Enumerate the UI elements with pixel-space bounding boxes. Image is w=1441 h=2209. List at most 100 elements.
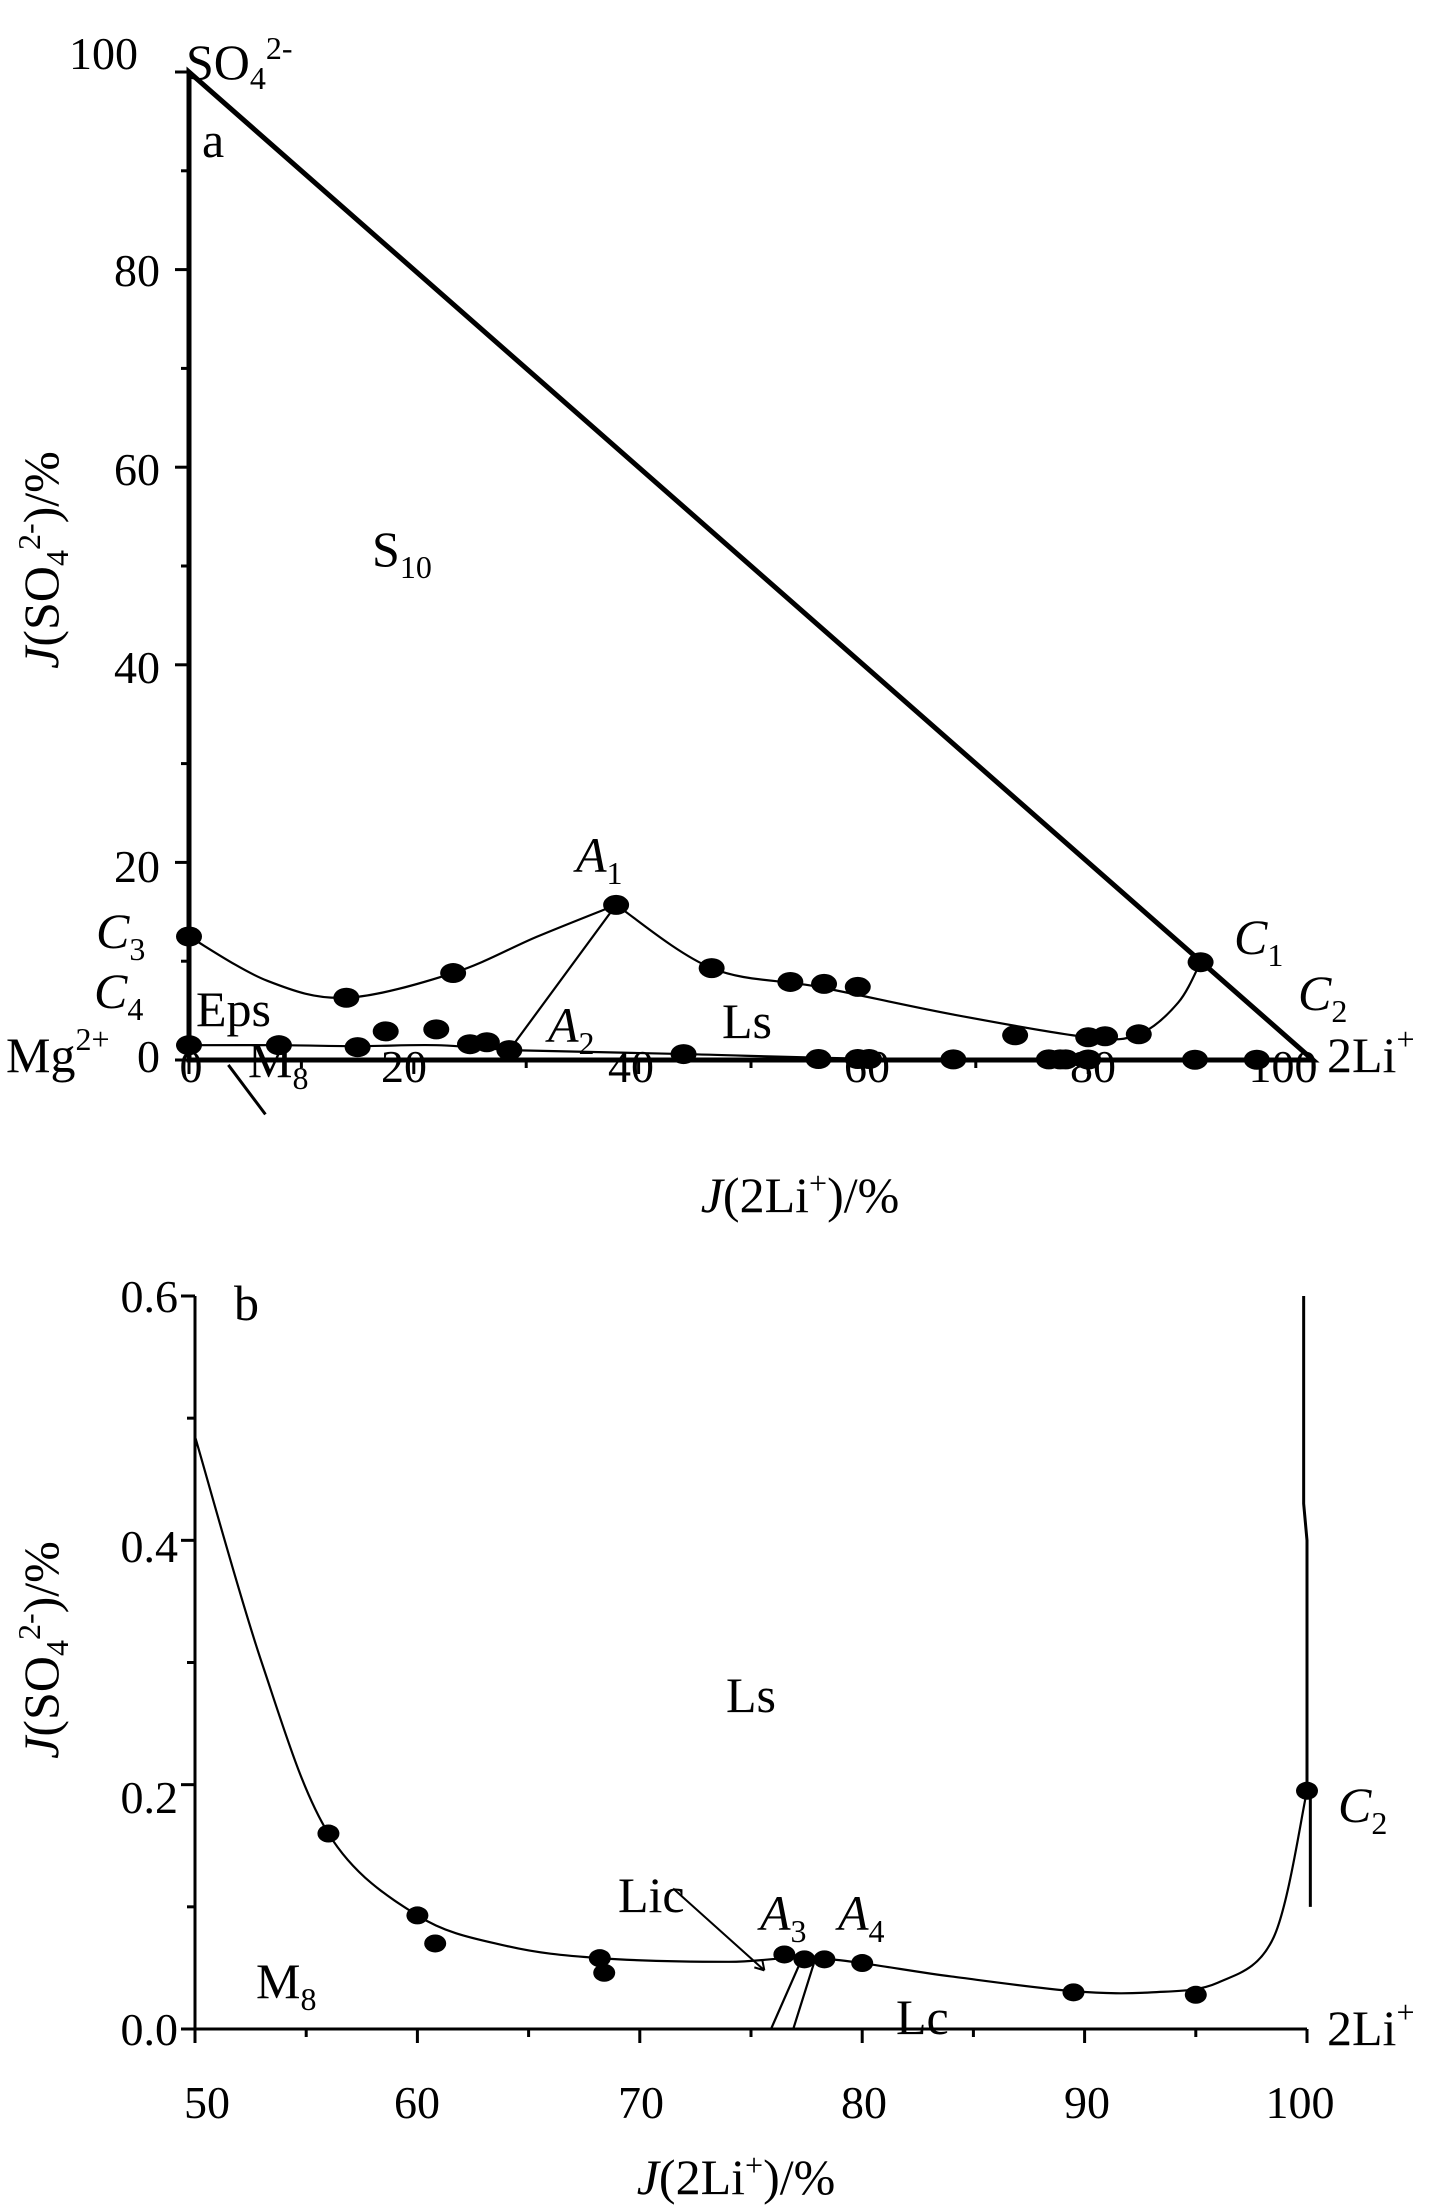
data-point	[344, 1037, 371, 1058]
data-point	[265, 1035, 292, 1056]
b-xtick-90: 90	[1064, 2077, 1110, 2128]
data-point	[1092, 1026, 1119, 1047]
data-point	[333, 987, 360, 1008]
data-point	[1187, 952, 1214, 973]
a-ytick-20: 20	[114, 841, 160, 892]
a-ytick-40: 40	[114, 642, 160, 693]
a3-a4-boundary-lines	[770, 1957, 817, 2030]
region-m8-b: M8	[256, 1953, 316, 2017]
b-ytick-0.6: 0.6	[121, 1271, 179, 1322]
region-ls: Ls	[722, 993, 772, 1049]
region-lic: Lic	[618, 1867, 685, 1923]
data-point	[406, 1906, 429, 1925]
a-ytick-100: 100	[69, 28, 138, 79]
data-point	[811, 973, 838, 994]
c1-c2-boundary-line	[1199, 961, 1314, 1061]
b-xtick-60: 60	[394, 2077, 440, 2128]
data-point	[423, 1019, 450, 1040]
lic-arrow	[672, 1887, 766, 1972]
panel-b-ticks	[181, 1294, 1309, 2043]
a-xtick-80: 80	[1070, 1041, 1116, 1092]
label-c3: C3	[96, 903, 145, 967]
region-m8-a: M8	[248, 1032, 308, 1096]
data-point	[1296, 1781, 1318, 1800]
panel-b-right-boundary	[1302, 1296, 1312, 1907]
b-ytick-0.2: 0.2	[121, 1772, 179, 1823]
corner-2li: 2Li+	[1327, 1021, 1414, 1083]
data-point	[473, 1032, 500, 1053]
data-point	[440, 963, 467, 984]
data-point	[603, 894, 630, 915]
a-x-axis-title: J(2Li+)/%	[701, 1165, 900, 1223]
data-point	[856, 1049, 883, 1070]
panel-b: 0.6 0.4 0.2 0.0 50 60 70 80 90 100 J(2Li…	[11, 1271, 1414, 2205]
data-point	[1052, 1049, 1079, 1070]
data-point	[813, 1950, 836, 1969]
m8-indicator-line	[227, 1064, 267, 1116]
data-point	[670, 1044, 697, 1065]
data-point	[1075, 1049, 1102, 1070]
corner-so4: SO42-	[186, 30, 293, 96]
a-xtick-0: 0	[180, 1041, 203, 1092]
data-point	[424, 1934, 447, 1953]
data-point	[805, 1049, 832, 1070]
upper-boundary-curve	[188, 903, 1202, 1041]
panel-b-axes	[193, 1296, 1307, 2031]
label-c4: C4	[94, 963, 143, 1027]
corner-mg: Mg2+	[6, 1021, 110, 1083]
data-point	[1181, 1049, 1208, 1070]
b-y-axis-title: J(SO42-)/%	[11, 1541, 75, 1759]
ls-boundary-curve	[193, 1436, 1309, 1995]
data-point	[176, 1035, 202, 1056]
label-a3: A3	[757, 1885, 807, 1949]
b-xtick-50: 50	[184, 2077, 230, 2128]
data-point	[773, 1945, 796, 1964]
data-point	[1002, 1025, 1029, 1046]
data-point	[844, 976, 871, 997]
a-y-axis-title: J(SO42-)/%	[11, 451, 75, 669]
label-a4: A4	[835, 1885, 885, 1949]
data-point	[851, 1954, 874, 1973]
data-point	[372, 1021, 399, 1042]
data-point	[496, 1040, 523, 1061]
data-point	[1062, 1983, 1085, 2002]
a1-a2-boundary-line	[508, 904, 618, 1051]
panel-a-ticks	[175, 70, 1315, 1074]
b-ytick-0.0: 0.0	[121, 2004, 179, 2055]
triangle-boundary	[186, 66, 1320, 1063]
a-ytick-60: 60	[114, 444, 160, 495]
data-point	[176, 926, 202, 947]
data-point	[777, 971, 804, 992]
panel-a-label: a	[202, 112, 224, 168]
data-point	[940, 1049, 967, 1070]
panel-a-points	[176, 894, 1270, 1070]
b-xtick-80: 80	[841, 2077, 887, 2128]
region-lc: Lc	[896, 1989, 949, 2045]
b-x-axis-title: J(2Li+)/%	[637, 2147, 836, 2205]
data-point	[1125, 1024, 1152, 1045]
data-point	[1184, 1985, 1207, 2004]
b-right-2li: 2Li+	[1327, 1994, 1414, 2056]
data-point	[588, 1949, 611, 1968]
panel-b-points	[317, 1781, 1318, 2004]
a-xtick-60: 60	[844, 1041, 890, 1092]
data-point	[698, 958, 725, 979]
label-a2: A2	[545, 997, 595, 1061]
data-point	[593, 1963, 616, 1982]
b-xtick-70: 70	[618, 2077, 664, 2128]
a-xtick-40: 40	[608, 1041, 654, 1092]
region-ls-b: Ls	[726, 1667, 776, 1723]
label-c1: C1	[1234, 909, 1283, 973]
a-xtick-20: 20	[381, 1041, 427, 1092]
a-ytick-80: 80	[114, 245, 160, 296]
a-ytick-0: 0	[137, 1031, 160, 1082]
a-xtick-100: 100	[1249, 1041, 1318, 1092]
b-ytick-0.4: 0.4	[121, 1521, 179, 1572]
data-point	[1243, 1049, 1270, 1070]
b-xtick-100: 100	[1266, 2077, 1335, 2128]
data-point	[317, 1824, 340, 1843]
region-eps: Eps	[196, 981, 271, 1037]
label-c2-b: C2	[1338, 1777, 1387, 1841]
region-s10: S10	[372, 521, 432, 585]
